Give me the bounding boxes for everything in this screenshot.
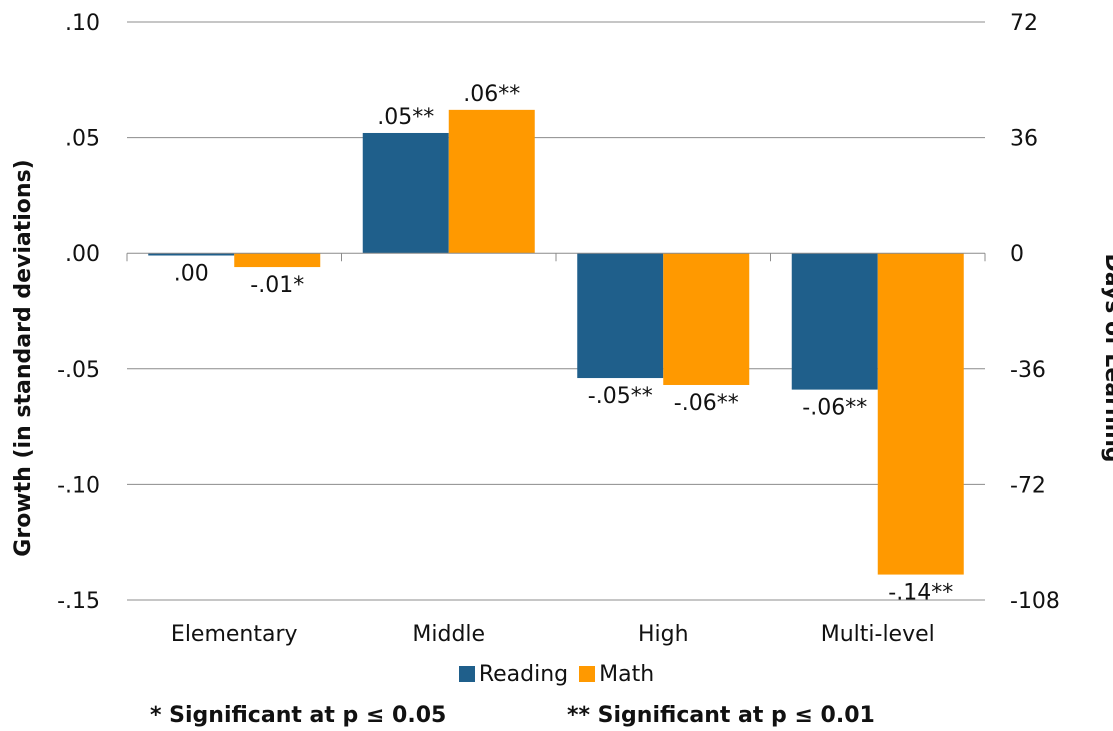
left-axis-ticks: .10 .05 .00 -.05 -.10 -.15: [57, 11, 100, 614]
zero-axis: [126, 252, 986, 262]
data-label-math: -.01*: [250, 273, 304, 298]
footnote-double-star: ** Significant at p ≤ 0.01: [567, 703, 875, 728]
left-axis-title: Growth (in standard deviations): [11, 159, 36, 556]
right-axis-title: Days of Learning: [1100, 253, 1113, 462]
bar-reading: [577, 253, 664, 379]
bar-series: [148, 109, 964, 575]
data-label-reading: -.06**: [802, 396, 867, 421]
bar-data-labels: .00 .05** -.05** -.06** -.01* .06** -.06** -.14…: [174, 82, 953, 606]
data-label-math: .06**: [463, 82, 520, 107]
bar-reading: [362, 132, 449, 254]
bar-math: [877, 253, 964, 575]
y-tick-label-right: 0: [1010, 242, 1024, 267]
bar-math: [663, 253, 750, 385]
bar-reading: [148, 253, 235, 256]
right-axis-ticks: 72 36 0 -36 -72 -108: [1010, 11, 1060, 614]
x-tick-label: Elementary: [171, 622, 298, 647]
bar-math: [234, 253, 321, 268]
y-tick-label-left: -.05: [57, 358, 100, 383]
legend-swatch-reading: [458, 666, 475, 682]
legend-label-reading: Reading: [478, 662, 569, 687]
x-tick-label: Multi-level: [821, 622, 935, 647]
bar-reading: [791, 253, 878, 390]
y-tick-label-right: 72: [1010, 11, 1038, 36]
footnote-single-star: * Significant at p ≤ 0.05: [150, 703, 447, 728]
gridlines: [127, 21, 985, 601]
y-tick-label-right: -72: [1010, 473, 1046, 498]
x-tick-label: High: [638, 622, 689, 647]
data-label-reading: -.05**: [588, 384, 653, 409]
legend-item-reading: Reading: [458, 662, 569, 687]
data-label-math: -.14**: [888, 581, 953, 606]
y-tick-label-right: 36: [1010, 127, 1038, 152]
y-tick-label-left: .00: [65, 242, 100, 267]
legend-label-math: Math: [599, 662, 655, 687]
y-tick-label-left: -.10: [57, 473, 100, 498]
bar-math: [448, 109, 535, 254]
x-tick-label: Middle: [412, 622, 485, 647]
category-axis: Elementary Middle High Multi-level: [171, 622, 935, 647]
y-tick-label-left: -.15: [57, 589, 100, 614]
data-label-math: -.06**: [674, 391, 739, 416]
y-tick-label-right: -36: [1010, 358, 1046, 383]
data-label-reading: .05**: [377, 105, 434, 130]
legend-item-math: Math: [579, 662, 654, 687]
legend-swatch-math: [579, 666, 596, 682]
y-tick-label-right: -108: [1010, 589, 1060, 614]
y-tick-label-left: .10: [65, 11, 100, 36]
legend: Reading Math: [0, 662, 1113, 687]
data-label-reading: .00: [174, 262, 209, 287]
y-tick-label-left: .05: [65, 127, 100, 152]
